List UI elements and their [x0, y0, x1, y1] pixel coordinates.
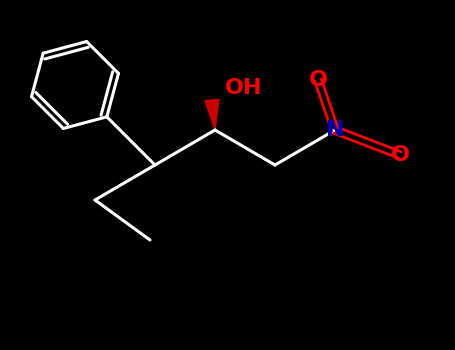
Text: OH: OH — [225, 78, 263, 98]
Polygon shape — [205, 99, 219, 130]
Text: O: O — [390, 145, 410, 165]
Text: N: N — [326, 120, 344, 140]
Text: O: O — [308, 70, 328, 90]
